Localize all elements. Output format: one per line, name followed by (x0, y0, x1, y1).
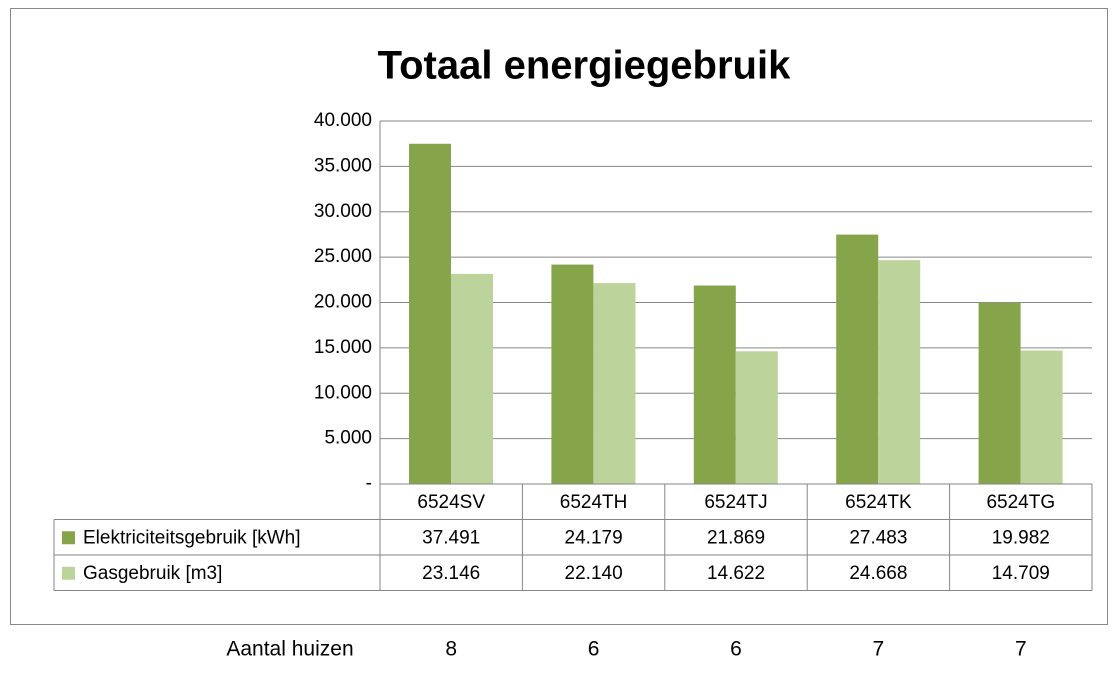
bar (451, 273, 493, 484)
y-tick-label: 35.000 (314, 155, 372, 176)
legend-label: Gasgebruik [m3] (83, 563, 222, 584)
y-tick-label: 40.000 (314, 110, 372, 131)
bar (551, 264, 594, 484)
x-tick-label: 6524TH (560, 492, 628, 513)
footer-value: 6 (588, 638, 600, 661)
y-tick-label: 10.000 (314, 382, 372, 403)
bar (409, 143, 451, 485)
data-label: 14.622 (707, 563, 765, 584)
x-tick-label: 6524TJ (704, 492, 767, 513)
legend-swatch (62, 531, 75, 545)
chart-title: Totaal energiegebruik (378, 44, 791, 88)
data-label: 19.982 (992, 527, 1050, 548)
bar (735, 351, 778, 484)
footer-value: 8 (445, 638, 457, 661)
y-tick-label: 5.000 (324, 428, 372, 449)
y-tick-label: 30.000 (314, 201, 372, 222)
x-tick-label: 6524TG (986, 492, 1055, 513)
footer-value: 7 (1015, 638, 1027, 661)
bar (1020, 350, 1063, 484)
y-tick-label: 20.000 (314, 292, 372, 313)
data-label: 22.140 (565, 563, 623, 584)
legend-swatch (62, 566, 75, 580)
data-label: 14.709 (992, 563, 1050, 584)
bar (836, 234, 879, 484)
legend-label: Elektriciteitsgebruik [kWh] (83, 527, 301, 548)
footer-label: Aantal huizen (226, 638, 353, 661)
data-label: 37.491 (422, 527, 480, 548)
data-label: 24.668 (849, 563, 907, 584)
data-label: 23.146 (422, 563, 480, 584)
footer-value: 7 (873, 638, 885, 661)
x-tick-label: 6524TK (845, 492, 912, 513)
data-label: 27.483 (849, 527, 907, 548)
x-tick-label: 6524SV (417, 492, 485, 513)
data-label: 21.869 (707, 527, 765, 548)
y-tick-label: 15.000 (314, 337, 372, 358)
footer-value: 6 (730, 638, 742, 661)
bar (693, 285, 736, 484)
bar (878, 260, 921, 484)
bar (593, 283, 636, 484)
y-tick-label: 25.000 (314, 246, 372, 267)
bar (978, 302, 1021, 484)
y-tick-label: - (366, 473, 372, 494)
data-label: 24.179 (565, 527, 623, 548)
